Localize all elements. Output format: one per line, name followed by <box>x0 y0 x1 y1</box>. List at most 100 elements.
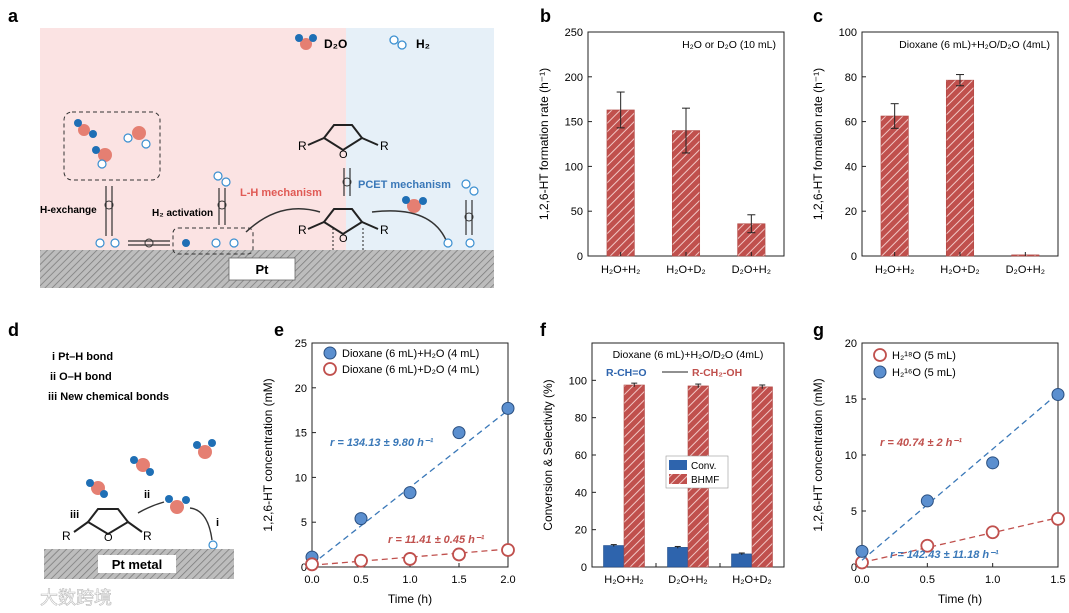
chart-g-point <box>855 544 869 558</box>
chart-g-legend-label: H₂¹⁸O (5 mL) <box>892 350 956 362</box>
schematic-d: i Pt–H bond ii O–H bond iii New chemical… <box>44 351 234 579</box>
lh-mechanism-label: L-H mechanism <box>240 187 322 199</box>
dissociated-h-box <box>172 227 254 255</box>
chart-g-point <box>1051 511 1065 526</box>
bond-list-item-3: iii New chemical bonds <box>48 391 169 403</box>
chart-c-xtick-label: H₂O+H₂ <box>875 264 914 276</box>
chart-e-point <box>403 486 417 500</box>
chart-e-point <box>403 552 417 566</box>
pcet-mechanism-label: PCET mechanism <box>358 179 451 191</box>
chart-f-xtick-label: D₂O+H₂ <box>668 574 707 586</box>
chart-g-xtick-label: 1.5 <box>1050 574 1065 586</box>
activation-arrow <box>128 240 170 246</box>
chart-f-legend-label: Conv. <box>691 461 716 472</box>
chart-b-bar <box>606 109 635 257</box>
exchange-molecules-box <box>63 111 161 181</box>
furan-bottom-o: O <box>339 233 348 245</box>
chart-f: 0 20 40 60 80 100 Conversion & Selectivity (%)… <box>541 342 785 586</box>
chart-b-ytick-label: 50 <box>571 206 583 218</box>
chart-f-bar <box>667 547 689 568</box>
chart-f-bar <box>751 386 773 568</box>
chart-b-ytick-label: 0 <box>577 251 583 263</box>
furan-bottom-r-left: R <box>298 223 307 237</box>
chart-g-point <box>985 525 1000 540</box>
h2-legend-icon <box>389 35 407 50</box>
chart-f-bar <box>623 384 645 568</box>
step-i-label: i <box>216 517 219 529</box>
h-atom-icon-2 <box>229 238 239 248</box>
furan-bottom-icon <box>307 208 379 250</box>
chart-f-xtick-label: H₂O+H₂ <box>604 574 643 586</box>
chart-f-legend-swatch <box>669 474 687 484</box>
chart-c-annotation: Dioxane (6 mL)+H₂O/D₂O (4mL) <box>899 39 1050 51</box>
chart-c-ylabel: 1,2,6-HT formation rate (h⁻¹) <box>811 68 825 220</box>
chart-g-ylabel: 1,2,6-HT concentration (mM) <box>811 378 825 531</box>
chart-c-bar <box>945 79 975 257</box>
h-exchange-circle-icon <box>104 200 114 210</box>
chart-g-point <box>920 538 935 553</box>
furan-adsorb-circle-icon <box>342 177 352 187</box>
step-arrow-2 <box>137 501 165 514</box>
chart-g-rate-label: r = 40.74 ± 2 h⁻¹ <box>880 437 962 449</box>
chart-g-ytick-label: 0 <box>851 562 857 574</box>
chart-b: 0 50 100 150 200 250 1,2,6-HT formation rate (… <box>537 27 785 276</box>
chart-f-reaction-left: R-CH=O <box>606 367 647 379</box>
chart-f-legend-swatch <box>669 460 687 470</box>
chart-g-legend-label: H₂¹⁶O (5 mL) <box>892 367 956 379</box>
chart-e-point <box>452 547 466 562</box>
h2-activation-arrow <box>218 188 226 225</box>
adsorbed-h2-icon <box>95 238 120 248</box>
chart-c-xtick-label: D₂O+H₂ <box>1006 264 1045 276</box>
chart-g-fit-line <box>861 517 1059 564</box>
chart-e-xtick-label: 0.5 <box>353 574 368 586</box>
schematic-a: Pt D₂O H₂ H-exchange <box>40 28 494 288</box>
chart-f-legend-label: BHMF <box>691 475 719 486</box>
panel-label-b: b <box>540 6 551 26</box>
pt-label: Pt <box>256 262 270 277</box>
pcet-arrow <box>371 210 447 241</box>
chart-e-ytick-label: 25 <box>295 338 307 350</box>
chart-b-xtick-label: H₂O+H₂ <box>601 264 640 276</box>
furan-bottom-r-right: R <box>380 223 389 237</box>
chart-g-xtick-label: 1.0 <box>985 574 1000 586</box>
chart-f-xtick-label: H₂O+D₂ <box>732 574 771 586</box>
chart-e-fit-line <box>311 548 509 566</box>
chart-c-ytick-label: 80 <box>845 72 857 84</box>
chart-b-ytick-label: 100 <box>565 161 583 173</box>
h-exchange-label: H-exchange <box>40 205 97 216</box>
chart-f-bar <box>603 545 625 568</box>
chart-e-point <box>501 401 515 415</box>
chart-f-ytick-label: 80 <box>575 413 587 425</box>
pcet-vertical-arrow <box>465 200 473 235</box>
panel-label-a: a <box>8 6 19 26</box>
chart-g-ytick-label: 5 <box>851 506 857 518</box>
chart-g-legend-marker <box>873 348 887 362</box>
chart-b-ytick-label: 150 <box>565 117 583 129</box>
pcet-circle-icon <box>464 212 474 222</box>
furan-d-r-left: R <box>62 529 71 543</box>
chart-f-annotation: Dioxane (6 mL)+H₂O/D₂O (4mL) <box>613 349 764 361</box>
chart-e-ylabel: 1,2,6-HT concentration (mM) <box>261 378 275 531</box>
chart-e-point <box>305 557 319 572</box>
panel-label-e: e <box>274 320 284 340</box>
chart-f-ytick-label: 0 <box>581 562 587 574</box>
chart-e-ytick-label: 10 <box>295 472 307 484</box>
chart-e-point <box>501 543 515 557</box>
chart-c-xtick-label: H₂O+D₂ <box>940 264 979 276</box>
chart-e-xtick-label: 1.0 <box>402 574 417 586</box>
incoming-h2-icon <box>213 171 231 187</box>
lh-region-background <box>40 28 346 250</box>
furan-d-r-right: R <box>143 529 152 543</box>
d2o-legend-label: D₂O <box>324 37 347 51</box>
chart-g-xlabel: Time (h) <box>938 592 982 606</box>
pt-metal-label-box <box>98 555 176 573</box>
chart-f-reaction-right: R-CH₂-OH <box>692 367 742 379</box>
watermark: 大数跨境 <box>40 588 112 608</box>
chart-e-point <box>354 512 368 526</box>
pt-label-box <box>228 257 296 281</box>
chart-e-ytick-label: 5 <box>301 517 307 529</box>
chart-c-ytick-label: 20 <box>845 206 857 218</box>
chart-b-ytick-label: 200 <box>565 72 583 84</box>
chart-c: 0 20 40 60 80 100 1,2,6-HT formation rate (h⁻¹… <box>811 27 1059 276</box>
